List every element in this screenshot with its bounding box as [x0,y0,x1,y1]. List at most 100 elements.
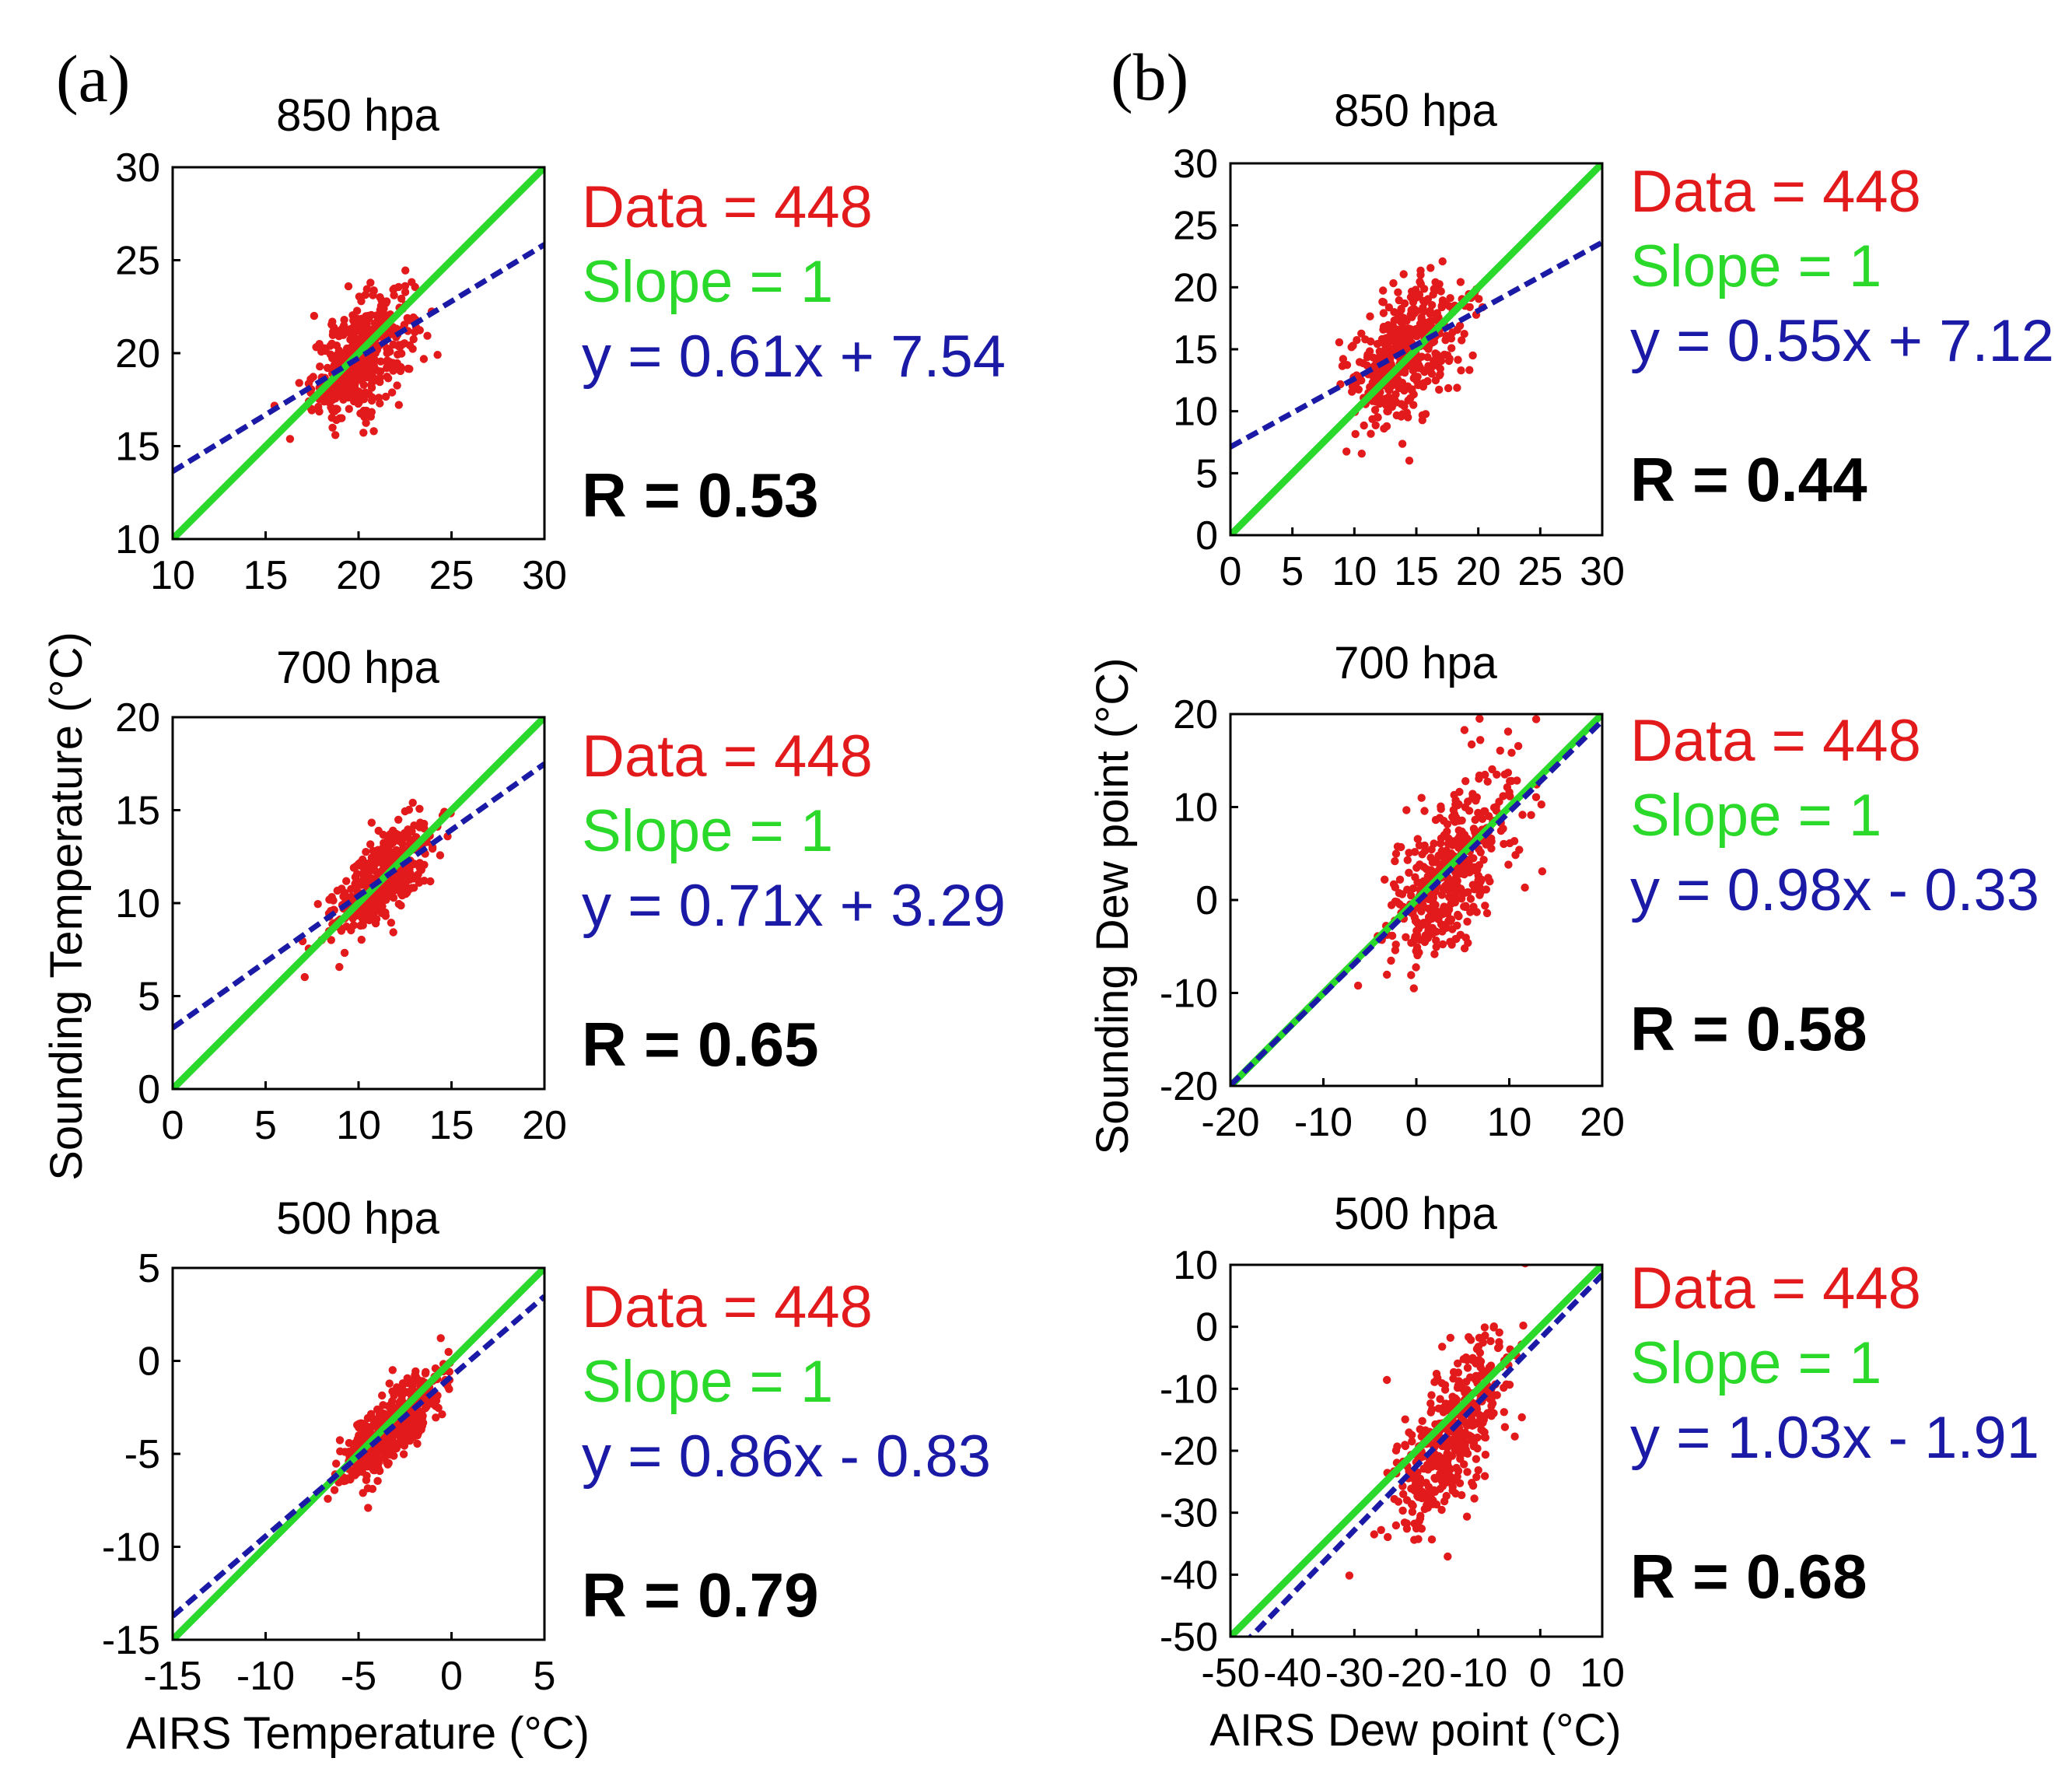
y-axis-label-b: Sounding Dew point (°C) [1087,658,1138,1155]
y-tick-label: 0 [1195,1305,1218,1350]
data-point [408,874,418,883]
data-point [405,316,414,324]
y-tick-label: -10 [102,1525,160,1571]
fit-equation-label: y = 0.61x + 7.54 [582,324,1006,390]
data-point [385,881,394,890]
data-point [1472,1405,1482,1413]
x-tick-label: -10 [236,1654,295,1699]
data-point [1493,770,1501,779]
data-point [357,935,366,944]
data-point [1388,402,1397,411]
correlation-label: R = 0.65 [582,1010,819,1079]
subplot-title: 700 hpa [1334,638,1497,688]
data-point [399,867,408,876]
data-point [369,427,378,436]
data-point [1394,337,1403,345]
data-point [1466,908,1475,916]
data-point [324,1494,332,1504]
data-point [397,362,405,372]
y-tick-label: 20 [115,695,160,741]
data-point [335,1436,345,1445]
data-point [1455,1479,1465,1488]
slope-label: Slope = 1 [1630,1330,1881,1396]
data-point [1407,1484,1416,1493]
data-point [1424,1483,1433,1491]
data-point [1465,366,1474,374]
data-point [1488,765,1496,774]
data-point [351,387,359,395]
data-point [1423,353,1432,362]
data-point [1446,917,1454,926]
data-point [1371,421,1380,429]
data-point [1402,1496,1412,1504]
data-point [376,367,385,376]
data-point [1399,1490,1408,1499]
y-tick-label: -5 [124,1432,160,1477]
data-point [1415,948,1423,957]
data-point [1440,921,1448,930]
data-point [1460,1460,1468,1469]
data-point [328,423,337,432]
data-point [1354,385,1363,394]
x-tick-label: 15 [243,553,289,598]
data-point [374,826,383,835]
data-point [1430,839,1438,848]
data-point [373,1476,382,1486]
data-point [340,948,349,958]
regression-line [173,762,544,1031]
data-point [1499,792,1507,800]
data-point [1420,807,1429,815]
data-point [1432,943,1440,951]
data-point [1444,1552,1452,1561]
data-point [367,370,376,379]
data-point [1411,285,1420,294]
data-point [1407,971,1416,979]
data-point [1390,316,1398,325]
fit-equation-label: y = 1.03x - 1.91 [1630,1405,2039,1471]
data-point [419,355,429,363]
data-point [1389,880,1398,889]
data-point [1419,307,1428,316]
regression-line [1247,1273,1602,1637]
data-points [1345,1265,1529,1580]
data-point [1428,930,1437,938]
data-point [1453,921,1461,930]
scatter-panel-a-500: 500 hpa -15-15 -10 -10 -5 -5 0 0 5 5 Data = 448 Slo… [102,1193,991,1699]
scatter-panel-a-700: 700 hpa 00 5 5 10 10 15 15 20 20 Data = 448 Slope =… [115,643,1006,1148]
data-point [364,1504,373,1512]
x-tick-label: 0 [440,1654,463,1699]
data-point [1435,385,1444,394]
x-tick-label: -20 [1387,1651,1445,1696]
data-point [1500,839,1508,849]
data-point [1454,355,1462,364]
data-point [1416,1425,1425,1434]
data-point [394,401,403,409]
data-point [1361,335,1370,344]
data-point [359,855,367,864]
data-point [1429,888,1437,897]
slope-label: Slope = 1 [582,249,833,315]
data-point [421,1369,430,1378]
data-point [1463,917,1472,926]
data-point [1412,293,1421,302]
data-point [393,872,401,881]
data-point [1339,355,1348,363]
data-point [1390,308,1398,317]
y-tick-label: 10 [115,881,160,926]
x-tick-label: 15 [1394,549,1439,594]
data-point [1456,278,1465,286]
data-point [354,1461,362,1469]
data-point [1402,806,1411,814]
data-point [366,278,375,287]
data-point [364,900,373,909]
subplot-title: 500 hpa [276,1193,439,1244]
data-point [432,1413,440,1422]
data-point [381,1438,390,1446]
data-point [1472,1359,1480,1368]
data-point [329,353,338,362]
data-point [1511,851,1520,860]
data-point [1383,1375,1391,1385]
data-point [367,356,376,365]
data-point [1465,303,1474,311]
y-tick-label: 0 [1195,878,1218,923]
